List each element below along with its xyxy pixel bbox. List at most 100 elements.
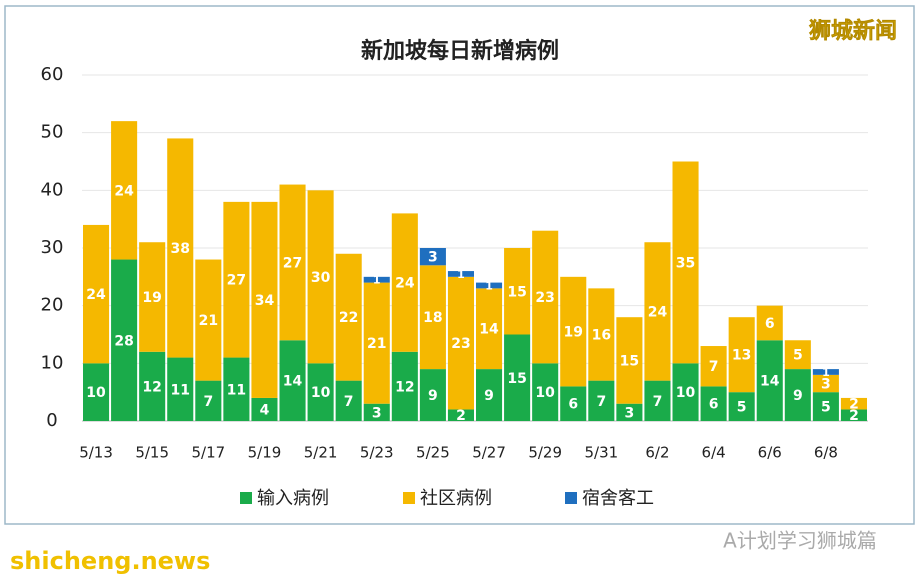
data-label: 1 bbox=[457, 268, 465, 281]
x-tick-label: 6/8 bbox=[814, 444, 838, 462]
bar-segment bbox=[335, 380, 362, 421]
data-label: 3 bbox=[821, 377, 831, 393]
data-label: 5 bbox=[821, 400, 831, 416]
bar-segment bbox=[419, 248, 446, 266]
data-label: 14 bbox=[479, 322, 499, 338]
bar-segment bbox=[616, 317, 643, 404]
bar-segment bbox=[728, 317, 755, 393]
bar-segment bbox=[784, 340, 811, 370]
data-label: 24 bbox=[114, 183, 134, 199]
x-tick-label: 6/2 bbox=[645, 444, 669, 462]
bar-segment bbox=[307, 190, 334, 364]
bar-segment bbox=[812, 374, 839, 393]
bar-segment bbox=[840, 397, 867, 410]
data-label: 12 bbox=[142, 379, 161, 395]
legend-label: 宿舍客工 bbox=[582, 488, 654, 509]
y-tick-label: 60 bbox=[41, 64, 64, 85]
data-label: 4 bbox=[260, 402, 270, 418]
data-label: 27 bbox=[227, 273, 246, 289]
data-label: 5 bbox=[737, 400, 747, 416]
data-label: 3 bbox=[625, 405, 635, 421]
bar-segment bbox=[391, 213, 418, 352]
bar-segment bbox=[756, 340, 783, 421]
bar-segment bbox=[139, 242, 166, 352]
data-label: 24 bbox=[648, 304, 668, 320]
data-label: 10 bbox=[311, 385, 331, 401]
y-tick-label: 20 bbox=[41, 295, 64, 316]
data-label: 6 bbox=[568, 397, 578, 413]
data-label: 18 bbox=[423, 310, 442, 326]
data-label: 2 bbox=[849, 397, 859, 413]
y-tick-label: 50 bbox=[41, 122, 64, 143]
data-label: 1 bbox=[373, 274, 381, 287]
legend-swatch bbox=[240, 492, 252, 504]
data-label: 21 bbox=[367, 336, 386, 352]
data-label: 3 bbox=[372, 405, 382, 421]
bar-segment bbox=[672, 363, 699, 421]
bar-segment bbox=[419, 369, 446, 421]
bar-segment bbox=[700, 346, 727, 387]
data-label: 30 bbox=[311, 270, 331, 286]
x-tick-label: 5/15 bbox=[135, 444, 169, 462]
bar-segment bbox=[195, 259, 222, 381]
data-label: 12 bbox=[395, 379, 414, 395]
data-label: 23 bbox=[451, 336, 470, 352]
bar-segment bbox=[812, 369, 839, 375]
data-label: 5 bbox=[793, 348, 803, 364]
bar-segment bbox=[419, 265, 446, 370]
y-tick-label: 40 bbox=[41, 179, 64, 200]
data-label: 9 bbox=[428, 388, 438, 404]
data-label: 7 bbox=[709, 359, 719, 375]
bar-segment bbox=[644, 380, 671, 421]
x-tick-label: 6/4 bbox=[702, 444, 726, 462]
bar-segment bbox=[560, 386, 587, 421]
watermark: A计划学习狮城篇 bbox=[723, 529, 877, 553]
data-label: 14 bbox=[760, 374, 780, 390]
legend-label: 输入病例 bbox=[257, 488, 329, 509]
x-tick-label: 5/13 bbox=[79, 444, 113, 462]
data-label: 23 bbox=[535, 290, 554, 306]
data-label: 6 bbox=[765, 316, 775, 332]
bar-segment bbox=[644, 242, 671, 381]
x-tick-label: 5/29 bbox=[528, 444, 562, 462]
bar-segment bbox=[447, 276, 474, 410]
bar-segment bbox=[476, 369, 503, 421]
data-label: 7 bbox=[203, 394, 213, 410]
bar-segment bbox=[588, 288, 615, 381]
legend-label: 社区病例 bbox=[420, 488, 492, 509]
data-label: 22 bbox=[339, 310, 358, 326]
bar-segment bbox=[83, 363, 110, 421]
data-label: 3 bbox=[428, 250, 438, 266]
bar-segment bbox=[111, 121, 138, 260]
x-tick-label: 6/6 bbox=[758, 444, 782, 462]
data-label: 7 bbox=[596, 394, 606, 410]
data-label: 24 bbox=[395, 276, 415, 292]
data-label: 35 bbox=[676, 255, 695, 271]
watermark: 狮城新闻 bbox=[809, 18, 897, 44]
data-label: 2 bbox=[456, 408, 466, 424]
bar-segment bbox=[335, 253, 362, 381]
bar-segment bbox=[756, 305, 783, 341]
bar-segment bbox=[363, 282, 390, 404]
data-label: 15 bbox=[620, 353, 639, 369]
data-label: 21 bbox=[199, 313, 218, 329]
bar-segment bbox=[532, 363, 559, 421]
bar-segment bbox=[251, 201, 278, 398]
bar-segment bbox=[728, 392, 755, 421]
bar-segment bbox=[307, 363, 334, 421]
data-label: 10 bbox=[86, 385, 106, 401]
x-tick-label: 5/21 bbox=[304, 444, 338, 462]
bar-segment bbox=[616, 403, 643, 421]
data-label: 7 bbox=[653, 394, 663, 410]
bar-segment bbox=[840, 409, 867, 421]
x-tick-label: 5/31 bbox=[584, 444, 618, 462]
bar-segment bbox=[167, 138, 194, 358]
data-label: 10 bbox=[535, 385, 555, 401]
bar-segment bbox=[83, 224, 110, 364]
bar-segment bbox=[476, 282, 503, 289]
bar-segment bbox=[700, 386, 727, 421]
data-label: 28 bbox=[114, 333, 133, 349]
bar-segment bbox=[476, 288, 503, 370]
data-label: 34 bbox=[255, 293, 275, 309]
